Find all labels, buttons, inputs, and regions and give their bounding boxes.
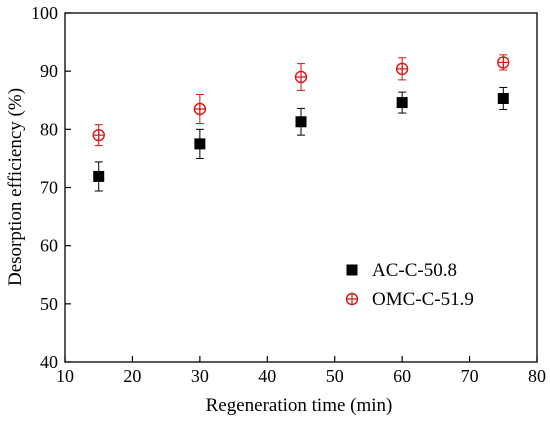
y-tick-label: 40: [40, 352, 58, 372]
data-point-omc-c-51-9: [193, 102, 207, 116]
x-tick-label: 50: [326, 366, 344, 386]
markers-layer: [92, 56, 510, 182]
data-point-omc-c-51-9: [497, 56, 510, 69]
data-point-ac-c-50-8: [497, 93, 509, 105]
data-point-omc-c-51-9: [395, 62, 409, 76]
x-tick-label: 60: [393, 366, 411, 386]
tick-labels-layer: 10 20 30 40 50 60 70 80 40 50 60 70 80 90 100: [31, 3, 546, 386]
legend-marker-omc-c-51-9: [345, 292, 359, 306]
x-axis-label: Regeneration time (min): [206, 395, 393, 416]
y-tick-label: 70: [40, 178, 58, 198]
legend-label-ac-c-50-8: AC-C-50.8: [372, 260, 457, 281]
legend-symbol-omc-c-51-9: [345, 292, 359, 306]
x-tick-label: 10: [56, 366, 74, 386]
x-tick-label: 40: [258, 366, 276, 386]
legend: AC-C-50.8 OMC-C-51.9: [345, 260, 474, 310]
y-axis-label: Desorption efficiency (%): [5, 88, 26, 286]
data-point-ac-c-50-8: [396, 97, 408, 109]
plot-frame: [64, 12, 538, 363]
x-tick-label: 80: [528, 366, 546, 386]
y-tick-label: 50: [40, 294, 58, 314]
y-tick-label: 60: [40, 236, 58, 256]
y-tick-label: 80: [40, 119, 58, 139]
data-point-ac-c-50-8: [295, 116, 307, 128]
ticks-layer: [64, 12, 538, 363]
x-tick-label: 30: [191, 366, 209, 386]
x-tick-label: 20: [123, 366, 141, 386]
data-point-omc-c-51-9: [294, 70, 308, 84]
data-point-ac-c-50-8: [93, 170, 105, 182]
legend-label-omc-c-51-9: OMC-C-51.9: [372, 289, 474, 310]
y-tick-label: 100: [31, 3, 58, 23]
legend-marker-ac-c-50-8: [346, 264, 358, 276]
legend-symbol-ac-c-50-8: [346, 264, 358, 276]
x-tick-label: 70: [461, 366, 479, 386]
data-point-omc-c-51-9: [92, 128, 105, 142]
data-point-ac-c-50-8: [194, 138, 206, 150]
y-tick-label: 90: [40, 61, 58, 81]
